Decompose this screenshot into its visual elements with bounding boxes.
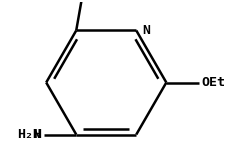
Text: OEt: OEt bbox=[201, 76, 225, 89]
Text: H₂N: H₂N bbox=[18, 128, 42, 141]
Text: H: H bbox=[33, 128, 42, 141]
Text: N: N bbox=[142, 24, 150, 37]
